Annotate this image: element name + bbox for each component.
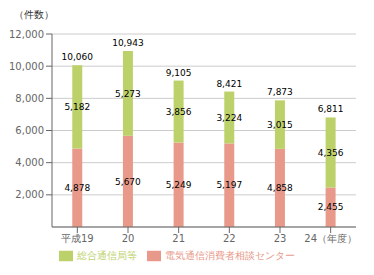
svg-text:9,105: 9,105 [166, 68, 192, 78]
svg-text:10,943: 10,943 [112, 38, 144, 48]
svg-text:5,182: 5,182 [64, 102, 90, 112]
svg-text:2,455: 2,455 [318, 202, 344, 212]
svg-text:10,060: 10,060 [62, 52, 94, 62]
svg-text:23: 23 [274, 233, 287, 244]
svg-text:3,224: 3,224 [216, 113, 242, 123]
svg-text:4,878: 4,878 [64, 183, 90, 193]
svg-text:6,000: 6,000 [15, 125, 44, 136]
svg-text:4,000: 4,000 [15, 157, 44, 168]
svg-text:5,249: 5,249 [166, 180, 192, 190]
svg-text:8,000: 8,000 [15, 93, 44, 104]
svg-text:22: 22 [223, 233, 236, 244]
html-text:総合通信局等: 総合通信局等 [77, 250, 137, 261]
html-text:（件数）: （件数） [14, 9, 54, 20]
svg-text:12,000: 12,000 [9, 29, 44, 40]
svg-text:3,856: 3,856 [166, 107, 192, 117]
svg-text:24（年度）: 24（年度） [304, 233, 357, 244]
svg-text:6,811: 6,811 [318, 104, 344, 114]
svg-text:5,197: 5,197 [216, 180, 242, 190]
svg-text:20: 20 [122, 233, 135, 244]
svg-text:21: 21 [172, 233, 185, 244]
svg-text:3,015: 3,015 [267, 120, 293, 130]
svg-text:10,000: 10,000 [9, 61, 44, 72]
svg-text:8,421: 8,421 [216, 79, 242, 89]
svg-text:4,858: 4,858 [267, 183, 293, 193]
svg-text:7,873: 7,873 [267, 87, 293, 97]
svg-text:4,356: 4,356 [318, 148, 344, 158]
svg-text:平成19: 平成19 [61, 233, 94, 244]
svg-text:5,670: 5,670 [115, 177, 141, 187]
svg-text:5,273: 5,273 [115, 89, 141, 99]
html-text:電気通信消費者相談センター: 電気通信消費者相談センター [165, 250, 295, 261]
svg-text:2,000: 2,000 [15, 189, 44, 200]
